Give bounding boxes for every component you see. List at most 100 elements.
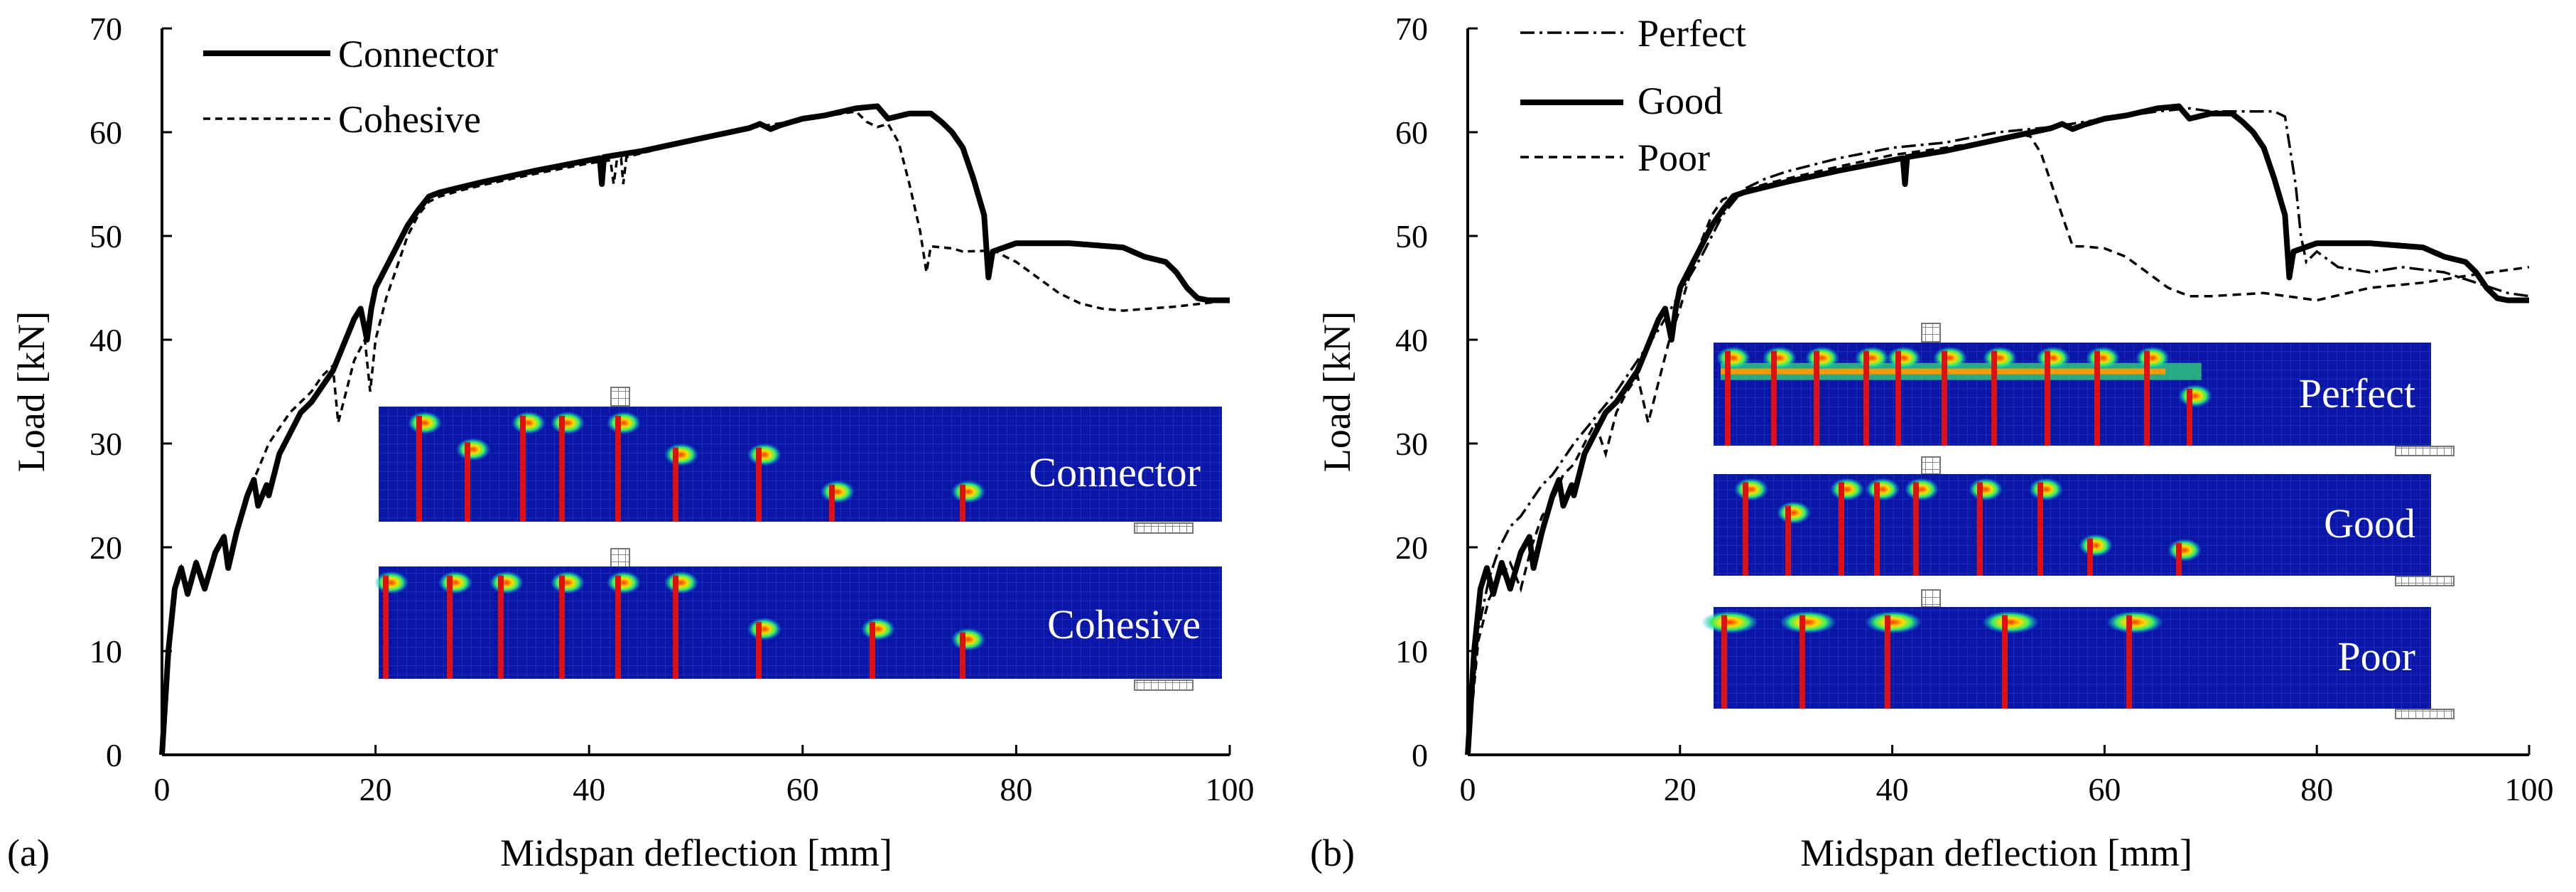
damage-blob — [607, 571, 641, 594]
crack-line — [673, 447, 678, 522]
crack-line — [1942, 350, 1947, 446]
x-tick-label: 60 — [786, 771, 819, 807]
damage-blob — [1865, 611, 1922, 634]
damage-blob — [2136, 346, 2170, 370]
crack-line — [2087, 538, 2093, 576]
damage-blob — [1969, 478, 2003, 501]
crack-line — [1874, 482, 1880, 576]
damage-blob — [1763, 346, 1797, 370]
crack-line — [447, 575, 453, 679]
y-tick-label: 30 — [1395, 426, 1428, 462]
crack-line — [559, 415, 565, 522]
damage-blob — [1830, 478, 1864, 501]
crack-line — [756, 447, 762, 522]
crack-line — [1839, 482, 1844, 576]
x-tick-label: 20 — [1664, 771, 1696, 807]
crack-line — [615, 575, 621, 679]
y-tick-label: 10 — [90, 633, 122, 670]
damage-blob — [1805, 346, 1839, 370]
damage-blob — [821, 480, 855, 503]
y-tick-label: 40 — [90, 322, 122, 358]
x-tick-label: 40 — [1876, 771, 1909, 807]
y-tick-label: 20 — [90, 530, 122, 566]
y-tick-label: 30 — [90, 426, 122, 462]
damage-blob — [1780, 611, 1836, 634]
y-tick-label: 0 — [1412, 737, 1428, 773]
legend: Perfect Good Poor — [1520, 12, 1746, 179]
crack-pattern — [1734, 478, 2202, 576]
y-tick-label: 20 — [1395, 530, 1428, 566]
y-tick-label: 50 — [90, 218, 122, 254]
x-axis-label: Midspan deflection [mm] — [500, 832, 892, 874]
y-tick-label: 70 — [1395, 11, 1428, 47]
damage-blob — [512, 411, 546, 434]
x-tick-label: 80 — [1000, 771, 1032, 807]
legend-label-perfect: Perfect — [1638, 12, 1746, 55]
damage-blob — [1716, 346, 1750, 370]
crack-line — [1895, 350, 1901, 446]
damage-blob — [2029, 478, 2063, 501]
damage-blob — [1777, 501, 1811, 525]
crack-line — [756, 622, 762, 679]
panel-label: (a) — [7, 832, 50, 874]
series-line-poor — [1466, 133, 2530, 756]
crack-line — [1785, 505, 1791, 576]
series-line-good — [1465, 103, 2529, 756]
axis-ticks — [161, 27, 1231, 756]
crack-line — [1743, 482, 1748, 576]
damage-blob — [408, 411, 442, 434]
damage-blob — [664, 443, 698, 466]
crack-line — [1977, 482, 1983, 576]
damage-blob — [2079, 534, 2113, 557]
crack-line — [829, 484, 835, 522]
damage-blob — [551, 571, 585, 594]
x-axis-label: Midspan deflection [mm] — [1800, 832, 2192, 874]
crack-line — [2045, 350, 2050, 446]
crack-line — [1814, 350, 1819, 446]
x-tick-label: 100 — [2505, 771, 2554, 807]
damage-blob — [374, 571, 408, 594]
x-tick-label: 20 — [359, 771, 392, 807]
x-tick-label: 0 — [1460, 771, 1476, 807]
crack-line — [1913, 482, 1919, 576]
crack-line — [498, 575, 504, 679]
crack-pattern — [408, 411, 985, 522]
damage-blob — [1855, 346, 1889, 370]
damage-blob — [2036, 346, 2070, 370]
damage-blob — [2178, 384, 2212, 407]
crack-line — [1885, 615, 1890, 709]
series-line-cohesive — [161, 109, 1230, 756]
crack-line — [416, 415, 422, 522]
damage-blob — [2086, 346, 2120, 370]
y-tick-label: 0 — [106, 737, 122, 773]
y-tick-label: 50 — [1395, 218, 1428, 254]
crack-line — [2144, 350, 2150, 446]
crack-line — [559, 575, 565, 679]
damage-blob — [747, 443, 781, 466]
crack-line — [960, 484, 965, 522]
x-tick-label: 100 — [1206, 771, 1255, 807]
damage-blob — [438, 571, 472, 594]
chart-panel-b: 0 10 20 30 40 50 60 70 0 20 40 60 80 100… — [1310, 11, 2554, 874]
damage-blob — [951, 480, 985, 503]
panel-label: (b) — [1310, 832, 1355, 874]
damage-blob — [551, 411, 585, 434]
damage-blob — [951, 628, 985, 651]
x-tick-label: 80 — [2300, 771, 2333, 807]
damage-blob — [1701, 611, 1758, 634]
damage-blob — [664, 571, 698, 594]
damage-blob — [861, 618, 895, 641]
inset-damage-map-connector: Connector — [379, 387, 1222, 534]
damage-blob — [2106, 611, 2163, 634]
series-line-perfect — [1466, 107, 2530, 756]
crack-line — [615, 415, 621, 522]
inset-label: Cohesive — [1047, 601, 1201, 647]
crack-line — [673, 575, 678, 679]
crack-line — [1863, 350, 1869, 446]
legend-label-connector: Connector — [338, 33, 498, 75]
damage-blob — [456, 438, 490, 461]
legend: Connector Cohesive — [203, 33, 498, 141]
inset-damage-map-good: Good — [1714, 456, 2455, 586]
damage-blob — [1905, 478, 1939, 501]
